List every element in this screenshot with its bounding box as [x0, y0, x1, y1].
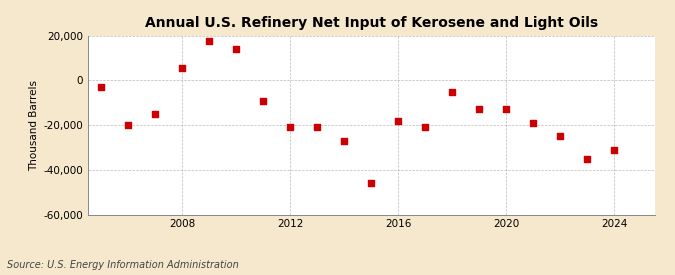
Point: [258, 98, 269, 103]
Point: [204, 39, 215, 43]
Point: [501, 107, 512, 112]
Point: [312, 125, 323, 130]
Point: [366, 181, 377, 185]
Point: [150, 112, 161, 116]
Point: [528, 121, 539, 125]
Point: [447, 89, 458, 94]
Point: [420, 125, 431, 130]
Point: [231, 47, 242, 51]
Point: [339, 139, 350, 143]
Point: [285, 125, 296, 130]
Point: [177, 66, 188, 70]
Point: [474, 107, 485, 112]
Point: [393, 119, 404, 123]
Point: [609, 147, 620, 152]
Text: Source: U.S. Energy Information Administration: Source: U.S. Energy Information Administ…: [7, 260, 238, 270]
Point: [582, 156, 593, 161]
Point: [555, 134, 566, 139]
Point: [96, 85, 107, 89]
Title: Annual U.S. Refinery Net Input of Kerosene and Light Oils: Annual U.S. Refinery Net Input of Kerose…: [144, 16, 598, 31]
Point: [123, 123, 134, 127]
Y-axis label: Thousand Barrels: Thousand Barrels: [29, 80, 39, 170]
